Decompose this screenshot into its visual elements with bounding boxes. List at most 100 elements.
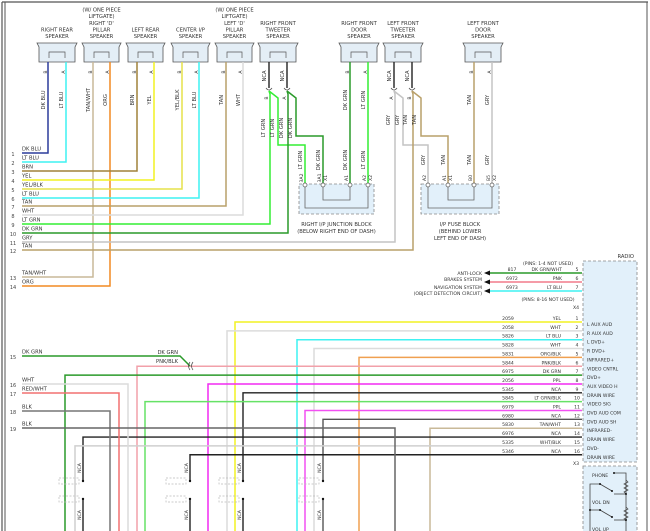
speaker-name-label: RIGHT 'D' bbox=[89, 21, 114, 27]
wire-color-label: LT BLU bbox=[546, 334, 561, 340]
circuit-number: 6972 bbox=[506, 276, 518, 282]
inline-connector-icon bbox=[390, 87, 398, 91]
speaker-name-label: LEFT REAR bbox=[132, 27, 160, 33]
terminal-icon bbox=[445, 182, 451, 188]
speaker-name-label: LIFTGATE) bbox=[88, 14, 114, 20]
circuit-number: 6979 bbox=[502, 405, 514, 411]
lf-tweeter-tan-to-fuse-block bbox=[411, 90, 449, 183]
wire-color-label: ORG/BLK bbox=[540, 351, 562, 357]
speaker-wire-wht bbox=[22, 62, 244, 216]
wire-color-label: LT BLU bbox=[547, 285, 562, 291]
rail-row-number: 15 bbox=[10, 355, 16, 361]
radio-pin-function: DVD AUD SH bbox=[587, 419, 616, 425]
wire-color-label: TAN bbox=[403, 115, 409, 126]
speaker-name-label: DOOR bbox=[475, 27, 491, 33]
nca-label: NCA bbox=[184, 509, 190, 520]
pin-label: A bbox=[194, 70, 200, 74]
wire-color-label: DK GRN bbox=[343, 90, 349, 111]
radio-pin-number: 7 bbox=[576, 285, 579, 291]
pins-not-used-note: (PINS: 1-4 NOT USED) bbox=[523, 261, 573, 267]
circuit-number: 5345 bbox=[502, 387, 514, 393]
radio-pin-number: 13 bbox=[574, 422, 580, 428]
shield-connector-icon bbox=[58, 495, 80, 503]
wire-color-label: WHT bbox=[236, 93, 242, 106]
wire-color-label: NCA bbox=[262, 70, 268, 82]
radio-pin-number: 5 bbox=[576, 267, 579, 273]
pin-label: B bbox=[177, 70, 183, 73]
rail-row-number: 4 bbox=[11, 179, 14, 185]
wire-color-label: YEL/BLK bbox=[175, 89, 181, 112]
circuit-number: 6980 bbox=[502, 413, 514, 419]
terminal-icon bbox=[347, 182, 353, 188]
ip-fuse-block-box bbox=[420, 183, 500, 215]
speaker-name-label: SPEAKER bbox=[266, 34, 290, 40]
radio-pin-number: 8 bbox=[576, 378, 579, 384]
circuit-number: 5828 bbox=[502, 343, 514, 349]
connector-pin-label: 3A1 bbox=[317, 173, 323, 182]
lf-tweeter-tan-to-row-12 bbox=[22, 90, 414, 251]
radio-pin-number: 1 bbox=[576, 316, 579, 322]
right-ip-junction-block-title: RIGHT I/P JUNCTION BLOCK bbox=[301, 222, 372, 228]
radio-pin-13-wire bbox=[429, 427, 582, 531]
speaker-connector-icon bbox=[170, 42, 211, 63]
wire-color-label: NCA bbox=[280, 70, 286, 82]
ip-fuse-block-title: I/P FUSE BLOCK bbox=[440, 222, 481, 228]
radio-pin-number: 9 bbox=[576, 387, 579, 393]
speaker-name-label: SPEAKER bbox=[391, 34, 415, 40]
speaker-name-label: LEFT 'D' bbox=[224, 21, 245, 27]
pin-label: B bbox=[132, 70, 138, 73]
connector-id-x3: X3 bbox=[573, 461, 579, 467]
rail-row-label: YEL/BLK bbox=[21, 183, 44, 189]
wire-color-label: GRY bbox=[395, 114, 401, 125]
speaker-name-label: PILLAR bbox=[93, 27, 111, 33]
radio-pin-11-wire bbox=[304, 409, 582, 531]
speaker-coil-icon bbox=[269, 51, 287, 58]
wire-color-label: LT GRN bbox=[361, 91, 367, 110]
terminal-icon bbox=[599, 509, 601, 511]
wire-color-label: GRY bbox=[485, 154, 491, 165]
wire-color-label: WHT/BLK bbox=[540, 440, 562, 446]
radio-pin-function: R AUX AUD bbox=[587, 331, 613, 337]
radio-pin-14-wire bbox=[82, 436, 582, 481]
speaker-wire-tan bbox=[22, 62, 227, 207]
speaker-connector-icon bbox=[125, 42, 166, 63]
right-ip-junction-block-bus-right bbox=[322, 186, 351, 201]
wire-color-label: PPL bbox=[553, 378, 562, 384]
terminal-icon bbox=[471, 182, 477, 188]
rail-row-number: 10 bbox=[10, 232, 16, 238]
nca-label: NCA bbox=[317, 509, 323, 520]
wire-color-label: GRY bbox=[485, 94, 491, 105]
shield-connector-icon bbox=[298, 477, 320, 485]
ip-fuse-block-title: (BEHIND LOWER bbox=[439, 229, 482, 235]
radio-pin-7-wire bbox=[64, 374, 582, 531]
speaker-connector-icon bbox=[338, 42, 380, 63]
radio-pin-3-wire bbox=[296, 338, 582, 531]
radio-pin-number: 3 bbox=[576, 334, 579, 340]
radio-pin-function: INFRARED- bbox=[587, 428, 612, 434]
speaker-name-label: SPEAKER bbox=[134, 34, 158, 40]
wire-color-label: WHT bbox=[550, 343, 561, 349]
connector-pin-label: B0 bbox=[468, 175, 474, 181]
radio-pin-function: R DVD+ bbox=[587, 349, 606, 355]
wire-color-label: DK GRN bbox=[343, 150, 349, 171]
speaker-connector-icon bbox=[382, 42, 424, 63]
pin-label: A bbox=[61, 70, 67, 74]
radio-pin-function: L DVD+ bbox=[587, 340, 605, 346]
rail-row-label: ORG bbox=[22, 280, 34, 286]
speaker-coil-icon bbox=[474, 51, 492, 58]
speaker-name-label: PILLAR bbox=[226, 27, 244, 33]
nca-label: NCA bbox=[237, 509, 243, 520]
radio-pin-number: 6 bbox=[576, 276, 579, 282]
speaker-name-label: SPEAKER bbox=[347, 34, 371, 40]
pin-label: A bbox=[149, 70, 155, 74]
rail-row-19-wire bbox=[22, 427, 396, 531]
rail-row-number: 18 bbox=[10, 410, 16, 416]
wire-color-label: PNK bbox=[553, 276, 563, 282]
pins-not-used-note: (PINS: 8-16 NOT USED) bbox=[522, 297, 575, 303]
inline-connector-icon bbox=[408, 87, 416, 91]
rail-row-16-wire bbox=[22, 383, 129, 531]
destination-label: BRAKES SYSTEM bbox=[444, 277, 482, 283]
wire-color-label: NCA bbox=[551, 431, 562, 437]
speaker-name-label: RIGHT FRONT bbox=[260, 21, 296, 27]
